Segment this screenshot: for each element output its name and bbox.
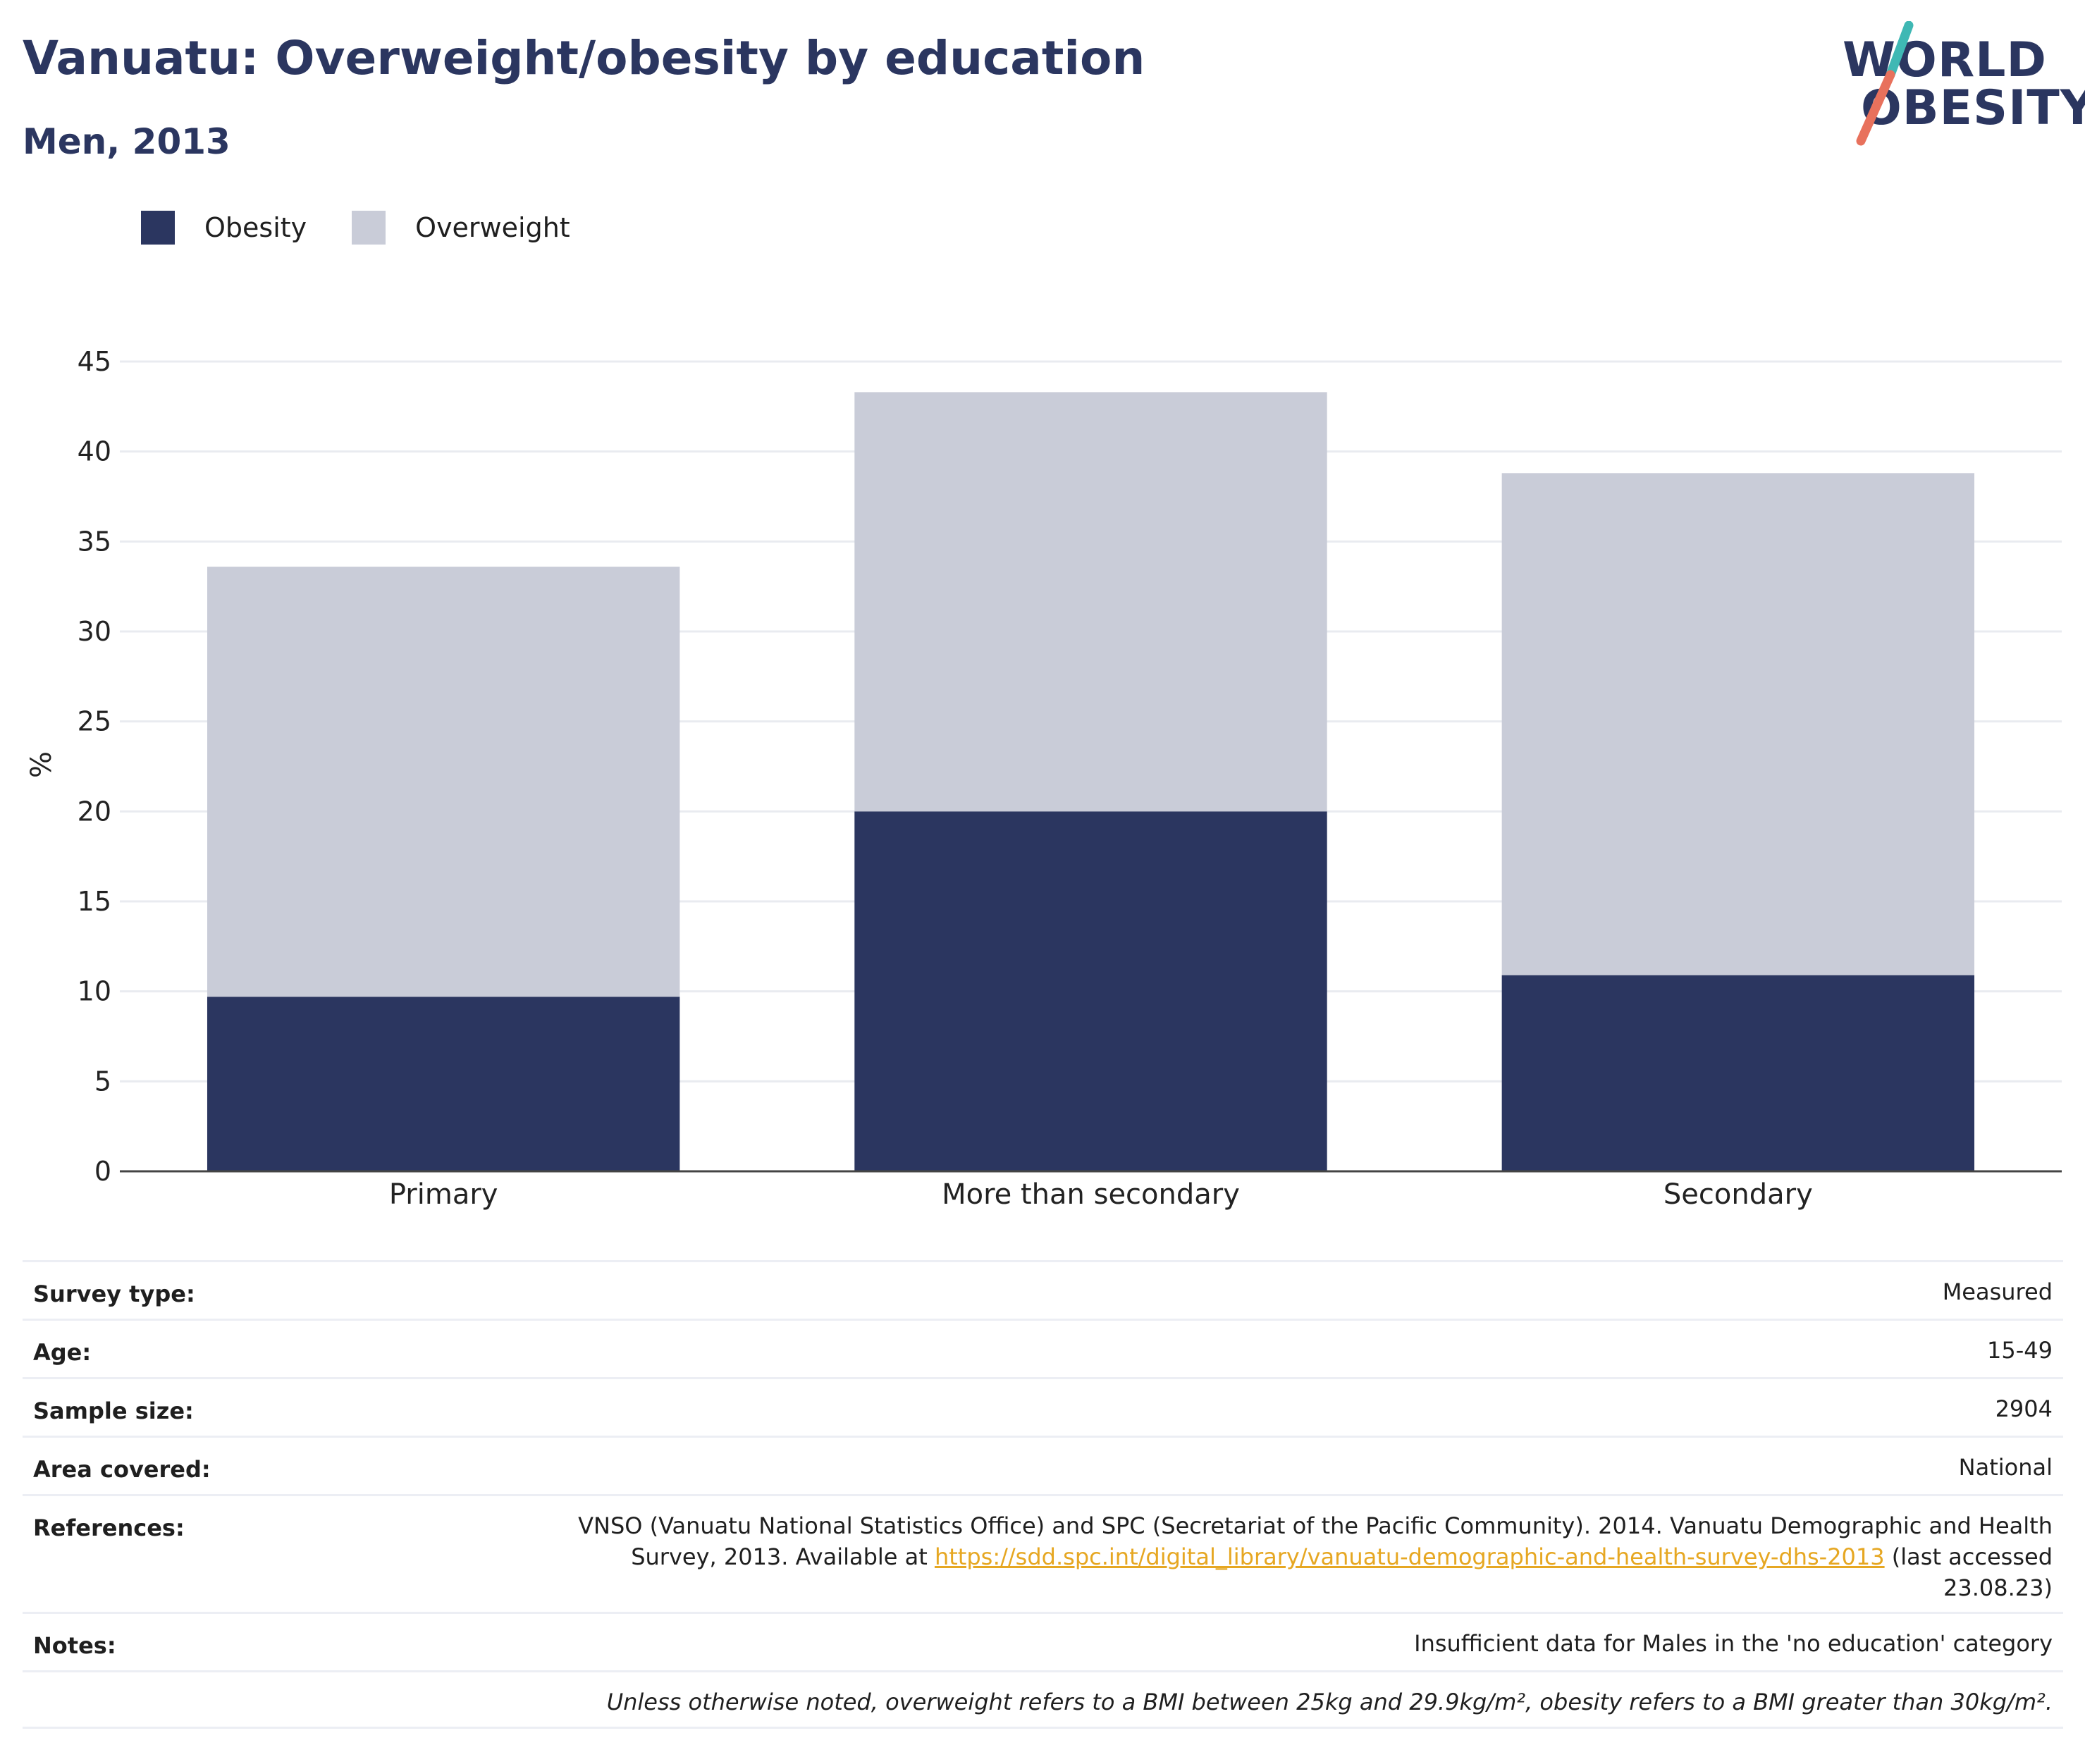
legend-swatch-obesity <box>141 211 175 245</box>
y-tick-label: 35 <box>78 526 111 557</box>
logo-slash-icon <box>1856 21 1914 146</box>
meta-label: References: <box>33 1515 185 1541</box>
bar-overweight-secondary <box>1501 473 1975 975</box>
meta-value: Measured <box>1942 1278 2053 1305</box>
references-text-after: (last accessed 23.08.23) <box>1884 1543 2053 1601</box>
page-title: Vanuatu: Overweight/obesity by education <box>23 31 1145 85</box>
meta-row-sample-size: Sample size: 2904 <box>23 1377 2063 1436</box>
meta-row-area: Area covered: National <box>23 1436 2063 1494</box>
bar-overweight-primary <box>207 567 680 997</box>
page-subtitle: Men, 2013 <box>23 121 230 162</box>
meta-row-notes: Notes: Insufficient data for Males in th… <box>23 1612 2063 1670</box>
logo-text-obesity: OBESITY <box>1861 80 2085 136</box>
meta-row-footer-note: Unless otherwise noted, overweight refer… <box>23 1670 2063 1729</box>
meta-row-survey-type: Survey type: Measured <box>23 1260 2063 1319</box>
y-tick-label: 40 <box>78 436 111 467</box>
references-text: VNSO (Vanuatu National Statistics Office… <box>551 1510 2053 1603</box>
meta-value: 15-49 <box>1987 1337 2053 1364</box>
survey-metadata-table: Survey type: Measured Age: 15-49 Sample … <box>23 1260 2063 1729</box>
legend-item-obesity[interactable]: Obesity <box>141 211 307 245</box>
references-text-before: VNSO (Vanuatu National Statistics Office… <box>578 1512 2053 1570</box>
y-axis-label: % <box>25 751 58 778</box>
legend-label-obesity: Obesity <box>204 212 307 243</box>
y-tick-label: 5 <box>94 1066 111 1097</box>
legend-label-overweight: Overweight <box>415 212 570 243</box>
y-tick-label: 45 <box>78 346 111 377</box>
references-link[interactable]: https://sdd.spc.int/digital_library/vanu… <box>934 1543 1885 1570</box>
x-tick-label: Secondary <box>1663 1178 1813 1211</box>
x-tick-label: Primary <box>389 1178 498 1211</box>
meta-label: Age: <box>33 1339 92 1366</box>
y-tick-label: 10 <box>78 976 111 1007</box>
bar-obesity-primary <box>207 997 680 1171</box>
meta-row-references: References: VNSO (Vanuatu National Stati… <box>23 1494 2063 1612</box>
meta-value: National <box>1958 1454 2053 1481</box>
stacked-bar-chart: 0 5 10 15 20 25 30 35 40 45% Primary More than seco… <box>25 346 2062 1211</box>
chart-legend: Obesity Overweight <box>141 210 615 245</box>
meta-value: Insufficient data for Males in the 'no e… <box>1414 1630 2053 1657</box>
world-obesity-logo[interactable]: WORLD OBESITY <box>1833 21 2085 155</box>
bar-overweight-more-than-secondary <box>854 392 1327 812</box>
footer-note: Unless otherwise noted, overweight refer… <box>606 1689 2053 1715</box>
y-tick-label: 25 <box>78 706 111 737</box>
x-tick-label: More than secondary <box>942 1178 1240 1211</box>
bar-obesity-secondary <box>1501 975 1975 1171</box>
y-tick-label: 0 <box>94 1156 111 1187</box>
y-tick-label: 20 <box>78 796 111 827</box>
meta-row-age: Age: 15-49 <box>23 1319 2063 1377</box>
y-tick-label: 15 <box>78 886 111 917</box>
logo-text-world: WORLD <box>1843 32 2047 88</box>
meta-label: Notes: <box>33 1632 116 1659</box>
meta-value: 2904 <box>1995 1395 2053 1422</box>
legend-item-overweight[interactable]: Overweight <box>352 211 570 245</box>
meta-label: Area covered: <box>33 1456 211 1483</box>
meta-label: Survey type: <box>33 1281 195 1307</box>
legend-swatch-overweight <box>352 211 386 245</box>
meta-label: Sample size: <box>33 1398 194 1424</box>
bar-obesity-more-than-secondary <box>854 811 1327 1171</box>
y-tick-label: 30 <box>78 616 111 647</box>
